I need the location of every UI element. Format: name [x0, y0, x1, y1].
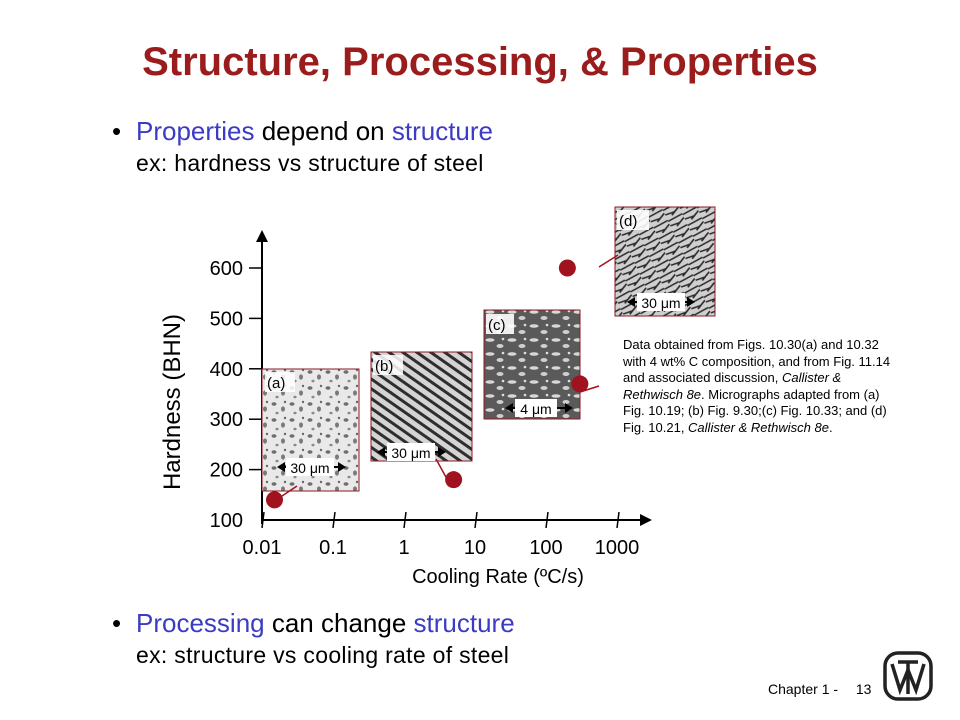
x-tick-label: 10 [464, 537, 486, 559]
x-ticks: 0.01 0.1 1 10 100 1000 [243, 511, 640, 559]
x-axis-arrow [640, 514, 652, 526]
y-axis-arrow [256, 230, 268, 242]
y-tick-label: 500 [210, 308, 243, 330]
bullet-properties: • Properties depend on structure [112, 116, 493, 147]
page-number: 13 [855, 681, 872, 697]
x-tick-label: 1 [398, 537, 409, 559]
data-points [266, 259, 589, 509]
bullet-marker: • [112, 608, 122, 638]
note-text: . [828, 419, 833, 435]
scale-bar-label: 30 μm [290, 460, 329, 476]
micrographs: (a) 30 μm (b) 30 μm (c) 4 μm [261, 206, 716, 492]
x-tick-mark [545, 511, 549, 529]
data-point-d [558, 259, 576, 277]
micrograph-label: (b) [375, 358, 393, 375]
bullet-keyword-processing: Processing [136, 608, 265, 638]
scale-bar-label: 30 μm [391, 445, 430, 461]
publisher-logo-icon [883, 651, 933, 701]
data-point-c [571, 375, 589, 393]
bullet-example: ex: structure vs cooling rate of steel [136, 642, 510, 668]
micrograph-d: (d) 30 μm [614, 206, 716, 317]
micrograph-label: (d) [619, 213, 637, 230]
bullet-text: can change [264, 608, 414, 638]
x-axis-label: Cooling Rate (ºC/s) [412, 566, 584, 588]
bullet-keyword-properties: Properties [136, 116, 255, 146]
note-citation: Callister & Rethwisch 8e [623, 370, 842, 402]
x-tick-mark [474, 511, 478, 529]
bullet-marker: • [112, 116, 122, 146]
note-text: . Micrographs adapted from (a) Fig. 10.1… [623, 386, 887, 435]
micrograph-a: (a) 30 μm [261, 368, 360, 492]
bullet-keyword-structure: structure [413, 608, 515, 638]
micrograph-b: (b) 30 μm [370, 351, 473, 462]
bullet-processing: • Processing can change structure [112, 608, 515, 639]
slide-footer: Chapter 1 - 13 [768, 681, 871, 697]
scale-bar-label: 30 μm [641, 295, 680, 311]
scale-bar-label: 4 μm [520, 401, 551, 417]
x-tick-mark [261, 511, 265, 529]
chapter-label: Chapter 1 - [768, 681, 839, 697]
y-tick-label: 300 [210, 409, 243, 431]
data-point-b [445, 471, 463, 489]
x-tick-label: 1000 [595, 537, 640, 559]
data-source-note: Data obtained from Figs. 10.30(a) and 10… [623, 337, 898, 436]
x-tick-mark [616, 511, 620, 529]
bullet-example: ex: hardness vs structure of steel [136, 150, 484, 176]
x-tick-label: 100 [529, 537, 562, 559]
micrograph-label: (c) [488, 317, 506, 334]
y-tick-label: 100 [210, 510, 243, 532]
y-tick-label: 400 [210, 359, 243, 381]
data-point-a [266, 491, 284, 509]
micrograph-label: (a) [267, 375, 285, 392]
x-tick-label: 0.01 [243, 537, 282, 559]
x-tick-mark [332, 511, 336, 529]
x-tick-mark [403, 511, 407, 529]
note-text: Data obtained from Figs. 10.30(a) and 10… [623, 337, 891, 385]
x-tick-label: 0.1 [319, 537, 347, 559]
y-tick-label: 600 [210, 258, 243, 280]
bullet-text: depend on [254, 116, 392, 146]
page-title: Structure, Processing, & Properties [142, 40, 818, 84]
y-tick-label: 200 [210, 460, 243, 482]
y-ticks: 100 200 300 400 500 600 [210, 258, 262, 532]
micrograph-c: (c) 4 μm [483, 309, 581, 420]
bullet-keyword-structure: structure [391, 116, 494, 146]
y-axis-label: Hardness (BHN) [159, 314, 186, 490]
note-citation: Callister & Rethwisch 8e [688, 419, 829, 435]
